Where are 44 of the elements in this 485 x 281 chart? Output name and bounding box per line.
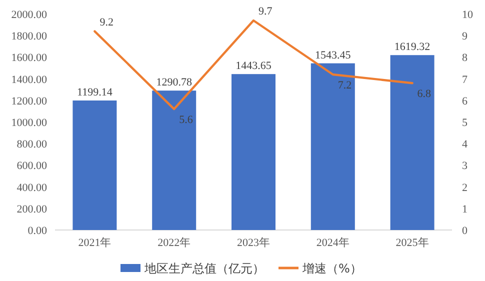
y2-tick-label: 2 [462,182,468,194]
y-tick-label: 200.00 [16,203,48,216]
data-label: 9.2 [100,16,114,28]
y2-tick-label: 6 [462,95,468,108]
legend-label: 地区生产总值（亿元） [144,262,264,276]
data-label: 1543.45 [315,49,352,62]
y2-tick-label: 1 [462,203,468,216]
y-tick-label: 1400.00 [11,74,48,86]
data-label: 1290.78 [156,76,192,89]
x-tick-label: 2021年 [78,237,112,249]
data-label: 7.2 [338,79,352,92]
bar [72,100,117,230]
data-label: 6.8 [417,88,432,100]
x-tick-label: 2025年 [396,237,429,249]
y-tick-label: 1000.00 [11,117,48,129]
bar [390,55,434,230]
x-tick-label: 2023年 [237,237,270,249]
y-tick-label: 800.00 [16,138,48,151]
data-label: 5.6 [179,114,194,126]
y2-tick-label: 7 [462,74,468,86]
data-label: 1443.65 [236,60,272,72]
y2-tick-label: 9 [462,30,468,43]
y-tick-label: 1800.00 [11,30,48,43]
y-tick-label: 2000.00 [11,9,48,21]
legend-label: 增速（%） [302,262,362,276]
y-tick-label: 1200.00 [11,95,48,108]
y-tick-label: 400.00 [16,182,48,194]
y-tick-label: 1600.00 [11,52,48,64]
y2-tick-label: 10 [462,9,474,21]
y-tick-label: 0.00 [28,225,48,237]
bar [310,63,355,230]
data-label: 1619.32 [394,41,430,54]
data-label: 9.7 [258,5,273,18]
y2-tick-label: 4 [462,138,468,151]
x-tick-label: 2022年 [158,237,191,249]
y2-tick-label: 0 [462,225,468,237]
y2-tick-label: 5 [462,117,468,129]
y-tick-label: 600.00 [16,160,48,172]
data-label: 1199.14 [77,86,113,98]
y2-tick-label: 8 [462,52,468,64]
x-tick-label: 2024年 [316,237,350,249]
bar [152,90,196,230]
y2-tick-label: 3 [462,160,468,172]
bar [232,74,276,230]
